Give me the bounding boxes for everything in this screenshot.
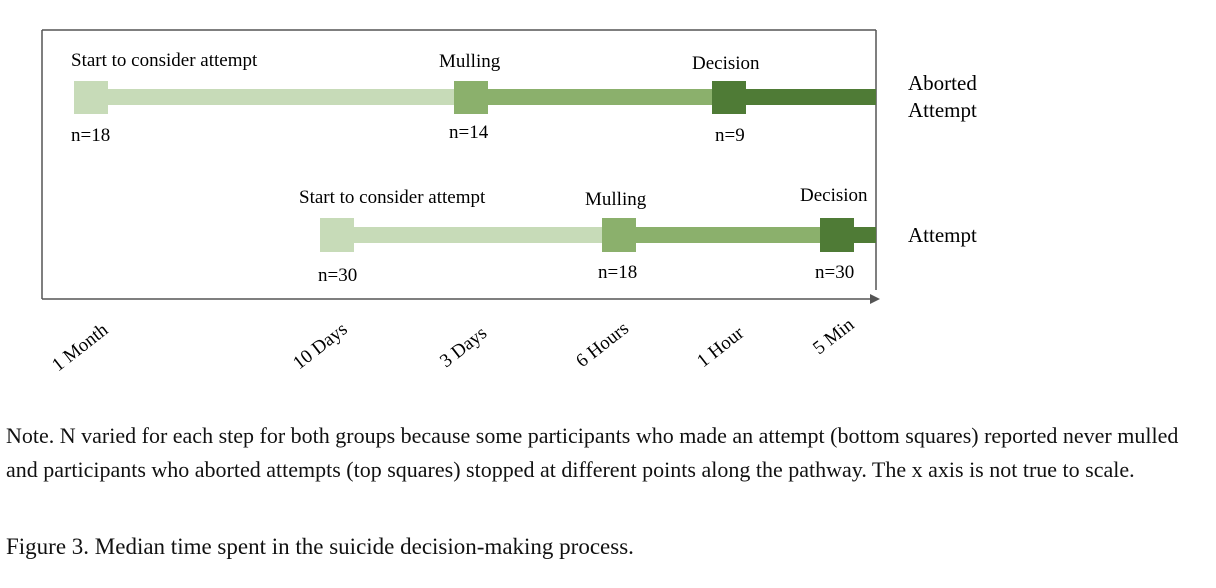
- row-label-aborted-attempt: Aborted Attempt: [908, 71, 982, 122]
- row-label-attempt: Attempt: [908, 223, 977, 247]
- row-attempt: Start to consider attempt Mulling Decisi…: [299, 185, 977, 286]
- bar-segment-1: [354, 227, 602, 243]
- count-label-decision: n=30: [815, 262, 854, 283]
- x-axis-arrowhead: [870, 294, 880, 304]
- row-label-line-1: Aborted: [908, 71, 977, 95]
- stage-marker-start: [320, 218, 354, 252]
- tick-label-5-min: 5 Min: [809, 314, 859, 359]
- figure-note: Note. N varied for each step for both gr…: [6, 423, 1179, 482]
- stage-label-decision: Decision: [692, 53, 760, 74]
- tick-label-6-hours: 6 Hours: [572, 318, 633, 372]
- figure-caption: Figure 3. Median time spent in the suici…: [6, 534, 634, 559]
- count-label-decision: n=9: [715, 125, 745, 146]
- stage-marker-decision: [712, 81, 746, 114]
- decision-timeline-diagram: Start to consider attempt Mulling Decisi…: [41, 29, 982, 376]
- x-axis-ticks: 1 Month 10 Days 3 Days 6 Hours 1 Hour 5 …: [48, 314, 859, 376]
- bar-segment-2: [488, 89, 712, 105]
- stage-label-mulling: Mulling: [439, 51, 501, 72]
- bar-segment-3: [746, 89, 876, 105]
- row-aborted-attempt: Start to consider attempt Mulling Decisi…: [71, 50, 982, 146]
- stage-label-mulling: Mulling: [585, 189, 647, 210]
- count-label-start: n=30: [318, 265, 357, 286]
- tick-label-3-days: 3 Days: [436, 323, 491, 372]
- stage-marker-decision: [820, 218, 854, 252]
- stage-label-start: Start to consider attempt: [71, 50, 258, 71]
- stage-label-start: Start to consider attempt: [299, 187, 486, 208]
- row-label-line-2: Attempt: [908, 98, 977, 122]
- stage-marker-mulling: [602, 218, 636, 252]
- count-label-start: n=18: [71, 125, 110, 146]
- tick-label-10-days: 10 Days: [289, 319, 351, 374]
- tick-label-1-month: 1 Month: [48, 319, 112, 376]
- count-label-mulling: n=18: [598, 262, 637, 283]
- stage-marker-mulling: [454, 81, 488, 114]
- stage-marker-start: [74, 81, 108, 114]
- bar-segment-2: [636, 227, 820, 243]
- count-label-mulling: n=14: [449, 122, 489, 143]
- bar-segment-3: [854, 227, 876, 243]
- stage-label-decision: Decision: [800, 185, 868, 206]
- tick-label-1-hour: 1 Hour: [693, 322, 748, 372]
- bar-segment-1: [108, 89, 454, 105]
